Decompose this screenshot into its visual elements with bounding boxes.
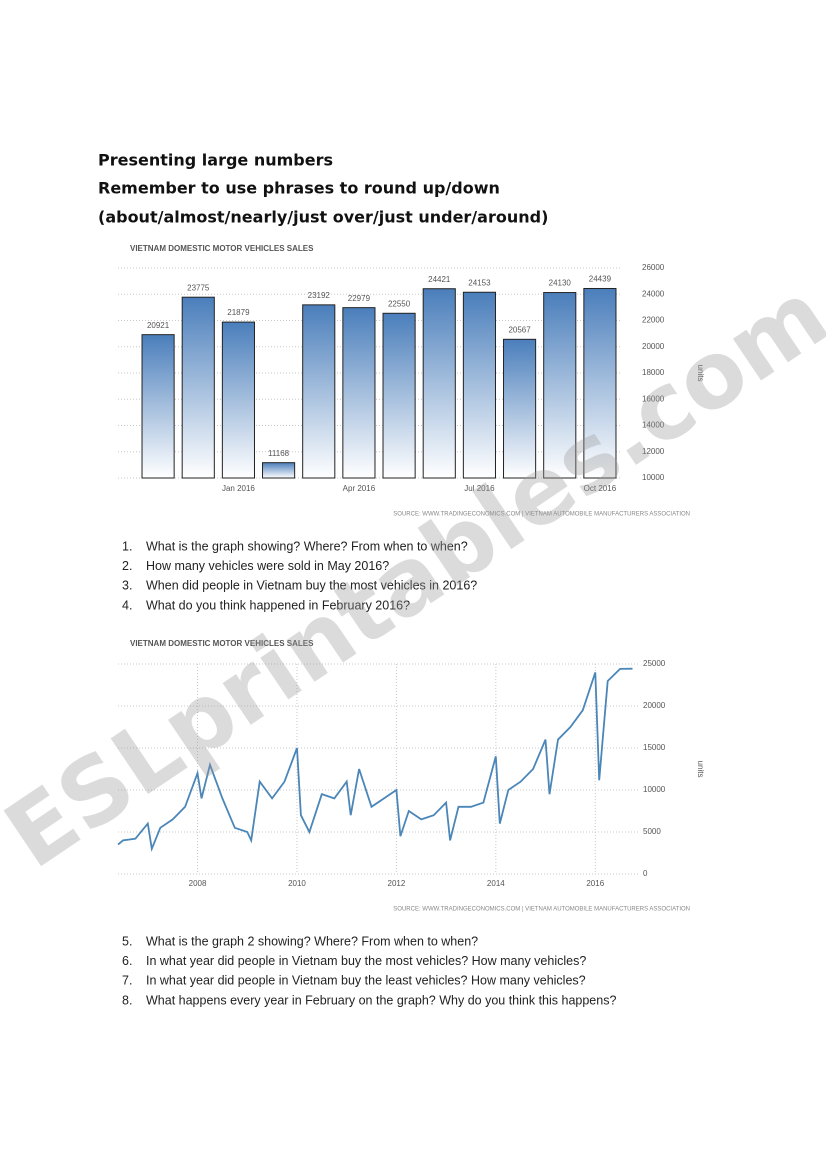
x-tick-label: Jan 2016 bbox=[222, 484, 255, 493]
y-tick-label: 5000 bbox=[643, 827, 661, 836]
bar bbox=[221, 321, 255, 479]
bar bbox=[583, 287, 617, 479]
question-text: When did people in Vietnam buy the most … bbox=[146, 579, 477, 593]
y-axis-label: units bbox=[696, 365, 705, 382]
question-text: What is the graph 2 showing? Where? From… bbox=[146, 934, 478, 948]
x-tick-label: 2012 bbox=[388, 879, 406, 888]
y-tick-label: 14000 bbox=[642, 421, 665, 430]
bar bbox=[503, 338, 537, 479]
title-line: Presenting large numbers bbox=[98, 151, 333, 170]
question-number: 3. bbox=[122, 579, 132, 593]
y-tick-label: 12000 bbox=[642, 447, 665, 456]
y-tick-label: 10000 bbox=[642, 473, 665, 482]
question-number: 6. bbox=[122, 954, 132, 968]
bar bbox=[302, 304, 336, 479]
y-tick-label: 20000 bbox=[643, 701, 666, 710]
question-number: 8. bbox=[122, 993, 132, 1007]
value-label: 24439 bbox=[589, 275, 612, 284]
question-number: 5. bbox=[122, 934, 132, 948]
y-tick-label: 0 bbox=[643, 869, 648, 878]
bar bbox=[462, 291, 496, 479]
x-tick-label: 2010 bbox=[288, 879, 306, 888]
question-text: In what year did people in Vietnam buy t… bbox=[146, 954, 586, 968]
chart-title: VIETNAM DOMESTIC MOTOR VEHICLES SALES bbox=[130, 244, 314, 253]
x-tick-label: 2014 bbox=[487, 879, 505, 888]
value-label: 21879 bbox=[227, 308, 250, 317]
value-label: 23192 bbox=[308, 291, 331, 300]
title-line: (about/almost/nearly/just over/just unde… bbox=[98, 208, 548, 227]
source-note: SOURCE: WWW.TRADINGECONOMICS.COM | VIETN… bbox=[393, 512, 690, 518]
y-tick-label: 20000 bbox=[642, 342, 665, 351]
y-tick-label: 24000 bbox=[642, 289, 665, 298]
bar bbox=[422, 288, 456, 479]
bar bbox=[262, 462, 296, 479]
y-tick-label: 18000 bbox=[642, 368, 665, 377]
value-label: 23775 bbox=[187, 283, 210, 292]
question-text: In what year did people in Vietnam buy t… bbox=[146, 974, 586, 988]
bar bbox=[141, 334, 175, 479]
value-label: 22979 bbox=[348, 294, 371, 303]
y-tick-label: 16000 bbox=[642, 394, 665, 403]
value-label: 22550 bbox=[388, 299, 411, 308]
question-text: How many vehicles were sold in May 2016? bbox=[146, 559, 389, 573]
bar bbox=[382, 312, 416, 479]
y-tick-label: 25000 bbox=[643, 659, 666, 668]
chart-title: VIETNAM DOMESTIC MOTOR VEHICLES SALES bbox=[130, 639, 314, 648]
question-number: 1. bbox=[122, 539, 132, 553]
value-label: 20567 bbox=[508, 325, 531, 334]
value-label: 11168 bbox=[268, 449, 290, 458]
x-tick-label: Apr 2016 bbox=[343, 484, 376, 493]
value-label: 24421 bbox=[428, 275, 451, 284]
question-number: 2. bbox=[122, 559, 132, 573]
bar bbox=[181, 296, 215, 479]
question-number: 7. bbox=[122, 974, 132, 988]
source-note: SOURCE: WWW.TRADINGECONOMICS.COM | VIETN… bbox=[393, 907, 690, 913]
bar bbox=[342, 307, 376, 479]
x-tick-label: Oct 2016 bbox=[584, 484, 617, 493]
x-tick-label: Jul 2016 bbox=[464, 484, 495, 493]
y-tick-label: 10000 bbox=[643, 785, 666, 794]
series-line bbox=[117, 667, 633, 853]
y-tick-label: 15000 bbox=[643, 743, 666, 752]
bar bbox=[543, 292, 577, 479]
value-label: 24130 bbox=[549, 279, 572, 288]
question-text: What happens every year in February on t… bbox=[146, 993, 616, 1007]
y-tick-label: 22000 bbox=[642, 316, 665, 325]
y-tick-label: 26000 bbox=[642, 263, 665, 272]
title-line: Remember to use phrases to round up/down bbox=[98, 179, 500, 198]
x-tick-label: 2016 bbox=[586, 879, 604, 888]
value-label: 20921 bbox=[147, 321, 170, 330]
question-text: What is the graph showing? Where? From w… bbox=[146, 539, 468, 553]
question-text: What do you think happened in February 2… bbox=[146, 598, 410, 612]
value-label: 24153 bbox=[468, 278, 491, 287]
x-tick-label: 2008 bbox=[189, 879, 207, 888]
y-axis-label: units bbox=[696, 761, 705, 778]
question-number: 4. bbox=[122, 598, 132, 612]
